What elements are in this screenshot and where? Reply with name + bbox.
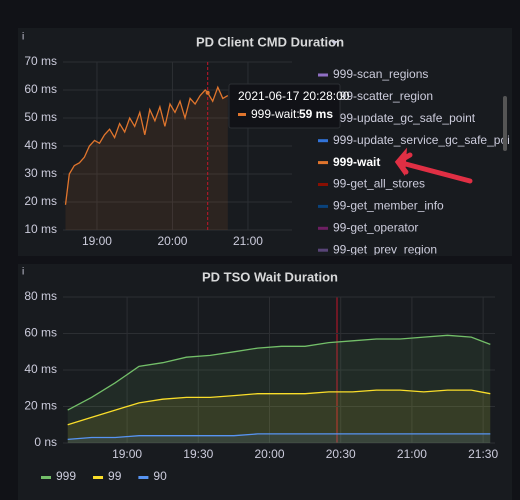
y-tick-label: 40 ms	[24, 362, 57, 376]
legend-label[interactable]: 999-update_service_gc_safe_point	[333, 133, 520, 147]
legend-swatch	[318, 204, 328, 208]
tooltip: 2021-06-17 20:28:00 999-wait: 59 ms	[228, 83, 350, 129]
legend-swatch	[318, 161, 328, 165]
line	[67, 334, 491, 411]
x-tick-label: 19:30	[183, 447, 213, 461]
info-icon[interactable]: i	[22, 32, 24, 43]
y-tick-label: 40 ms	[24, 138, 57, 152]
y-tick-label: 70 ms	[24, 54, 57, 68]
dropdown-caret[interactable]	[331, 41, 338, 45]
y-tick-label: 80 ms	[24, 289, 57, 303]
legend-swatch	[138, 476, 149, 479]
legend-label[interactable]: 999-wait	[333, 155, 380, 169]
area	[67, 335, 491, 443]
panel	[18, 264, 512, 500]
legend-label[interactable]: 999-update_gc_safe_point	[333, 111, 476, 125]
legend-swatch	[41, 476, 51, 479]
legend-swatch	[318, 248, 328, 252]
legend-label[interactable]: 999-scan_regions	[333, 67, 428, 81]
legend-swatch	[318, 139, 328, 143]
tooltip-time: 2021-06-17 20:28:00	[238, 89, 350, 103]
legend-label[interactable]: 90	[153, 469, 167, 483]
area	[65, 87, 228, 230]
tooltip-series: 999-wait:	[251, 107, 300, 121]
panel-title[interactable]: PD TSO Wait Duration	[202, 269, 338, 284]
y-tick-label: 10 ms	[24, 222, 57, 236]
tooltip-swatch	[238, 113, 246, 116]
panel-title[interactable]: PD Client CMD Duration	[196, 34, 344, 49]
info-icon[interactable]: i	[22, 267, 24, 278]
legend-swatch	[318, 226, 328, 230]
y-tick-label: 0 ns	[34, 435, 57, 449]
legend-label[interactable]: 999	[56, 469, 76, 483]
legend-swatch	[318, 183, 328, 186]
tooltip-value: 59 ms	[299, 107, 333, 121]
y-tick-label: 60 ms	[24, 326, 57, 340]
y-tick-label: 20 ms	[24, 194, 57, 208]
legend-swatch	[318, 73, 328, 77]
y-tick-label: 30 ms	[24, 166, 57, 180]
line	[67, 433, 491, 441]
x-tick-label: 21:00	[397, 447, 427, 461]
legend-label[interactable]: 99-get_member_info	[333, 199, 444, 213]
x-tick-label: 21:00	[233, 234, 263, 248]
legend-label[interactable]: 999-scatter_region	[333, 89, 433, 103]
line	[67, 389, 491, 426]
scrollbar[interactable]	[503, 96, 507, 151]
legend-swatch	[93, 476, 104, 479]
tooltip-box	[228, 83, 341, 129]
legend-label[interactable]: 99-get_prev_region	[333, 242, 437, 256]
legend: 999-scan_regions 999-scatter_region 999-up…	[318, 67, 520, 256]
legend-label[interactable]: 99-get_all_stores	[333, 177, 425, 191]
x-tick-label: 20:00	[254, 447, 284, 461]
x-tick-label: 19:00	[82, 234, 112, 248]
x-tick-label: 21:30	[468, 447, 498, 461]
y-tick-label: 50 ms	[24, 110, 57, 124]
x-tick-label: 20:30	[326, 447, 356, 461]
annotation-arrow	[394, 147, 473, 184]
legend-label[interactable]: 99-get_operator	[333, 220, 418, 234]
legend-label[interactable]: 99	[108, 469, 122, 483]
y-tick-label: 20 ms	[24, 399, 57, 413]
line	[64, 85, 229, 205]
x-tick-label: 19:00	[112, 447, 142, 461]
area	[67, 390, 491, 443]
x-tick-label: 20:00	[157, 234, 187, 248]
y-tick-label: 60 ms	[24, 82, 57, 96]
tooltip-point	[205, 90, 210, 95]
